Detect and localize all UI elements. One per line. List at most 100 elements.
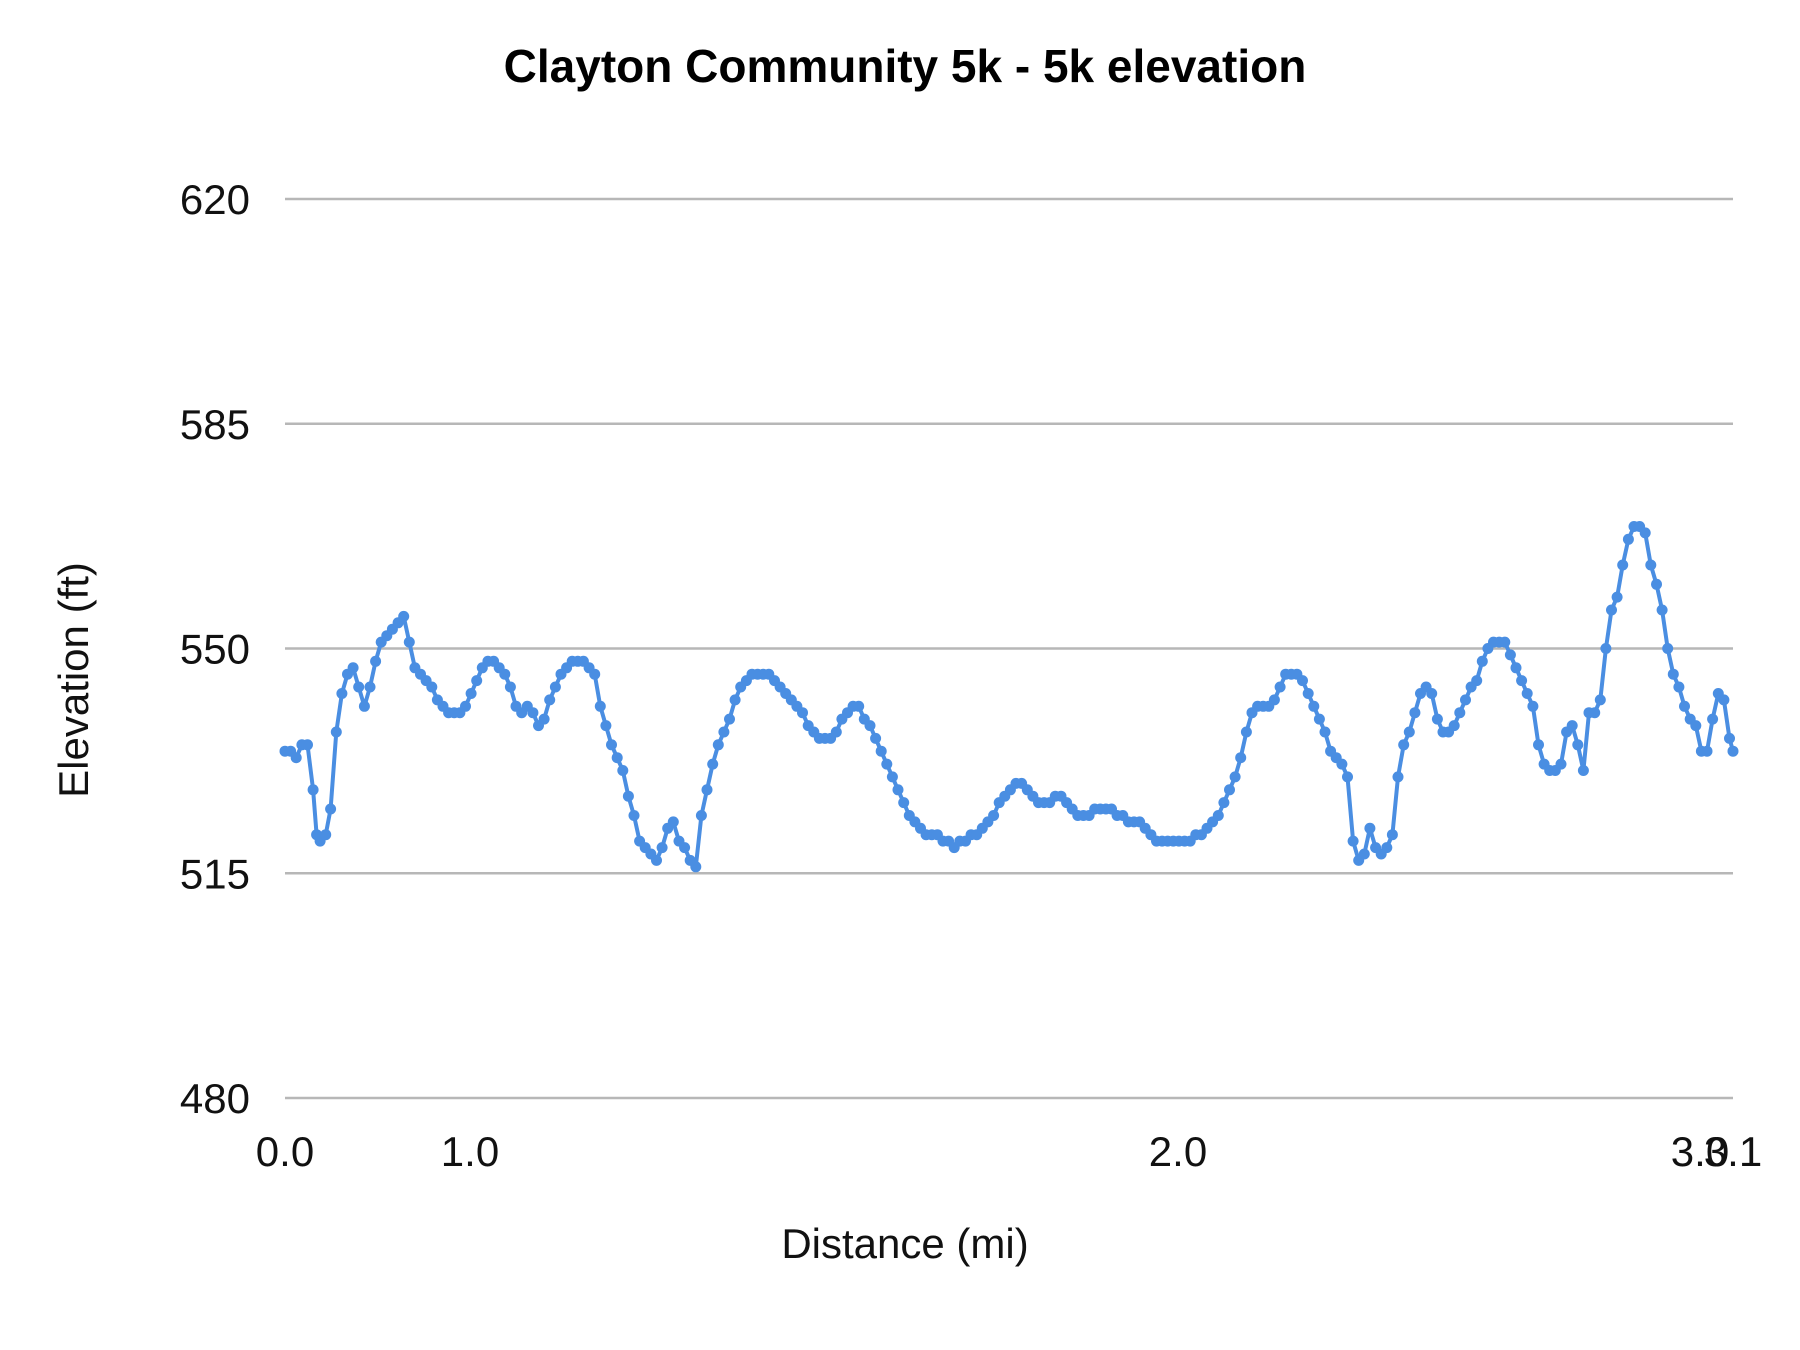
data-point (1600, 643, 1612, 654)
y-tick-label: 620 (180, 176, 250, 223)
data-point (544, 694, 556, 706)
data-point (1577, 765, 1589, 776)
data-point (426, 681, 438, 693)
data-point (611, 752, 623, 764)
data-point (724, 713, 735, 725)
data-point (1673, 681, 1685, 693)
data-point (1639, 527, 1651, 539)
data-point (1701, 745, 1713, 757)
data-point (712, 739, 724, 751)
data-point (1499, 636, 1511, 648)
data-point (1645, 559, 1657, 571)
x-tick-label: 0.0 (256, 1128, 314, 1175)
data-point (589, 668, 601, 680)
data-point (398, 610, 410, 622)
data-point (1510, 662, 1522, 674)
data-point (538, 713, 550, 725)
x-tick-label: 3.1 (1704, 1128, 1762, 1175)
data-point (336, 688, 348, 699)
data-point (988, 810, 1000, 821)
data-point (1667, 668, 1679, 680)
y-tick-label: 550 (180, 626, 250, 673)
elevation-series-line (283, 524, 1735, 869)
data-point (1308, 700, 1320, 712)
data-point (1229, 771, 1241, 783)
data-point (1566, 720, 1578, 732)
data-point (1727, 745, 1739, 757)
data-point (1718, 694, 1730, 706)
data-point (875, 745, 887, 757)
data-point (1724, 732, 1735, 744)
data-point (403, 636, 415, 648)
data-point (864, 720, 876, 732)
data-point (1555, 758, 1567, 770)
data-point (353, 681, 365, 693)
data-point (1606, 604, 1617, 616)
data-point (1651, 578, 1662, 590)
data-point (499, 668, 511, 680)
data-point (1504, 649, 1516, 661)
data-point (1386, 829, 1398, 841)
data-point (504, 681, 516, 693)
data-point (1319, 726, 1331, 738)
y-tick-label: 585 (180, 401, 250, 448)
x-tick-label: 2.0 (1149, 1128, 1207, 1175)
data-point (886, 771, 898, 783)
data-point (325, 803, 337, 815)
data-point (330, 726, 342, 738)
data-point (1516, 675, 1528, 687)
data-point (1527, 700, 1539, 712)
y-axis-label: Elevation (ft) (50, 562, 97, 798)
data-point (364, 681, 376, 693)
data-point (370, 655, 382, 667)
data-point (1381, 842, 1393, 854)
y-axis-ticks: 480 515 550 585 620 (180, 176, 250, 1122)
data-point (1224, 784, 1235, 796)
data-point (307, 784, 319, 796)
data-point (1622, 533, 1634, 545)
data-point (1297, 675, 1308, 687)
data-point (656, 842, 668, 854)
data-point (1594, 694, 1606, 706)
data-point (358, 700, 370, 712)
data-point (1707, 713, 1719, 725)
data-point (1398, 739, 1410, 751)
data-point (881, 758, 893, 770)
data-point (1336, 758, 1348, 770)
data-point (651, 854, 662, 866)
x-tick-label: 1.0 (441, 1128, 499, 1175)
data-point (797, 707, 808, 719)
data-point (1342, 771, 1353, 783)
data-point (1471, 675, 1483, 687)
data-point (465, 688, 477, 699)
data-point (718, 726, 730, 738)
data-point (695, 810, 707, 821)
x-tick-label: 3.0 (1671, 1128, 1729, 1175)
data-point (1268, 694, 1280, 706)
data-point (1392, 771, 1404, 783)
data-point (600, 720, 612, 732)
data-point (606, 739, 617, 751)
x-axis-label: Distance (mi) (781, 1220, 1028, 1267)
data-point (527, 707, 539, 719)
data-point (1589, 707, 1601, 719)
data-point (1572, 739, 1584, 751)
data-point (853, 700, 865, 712)
elevation-series (279, 521, 1739, 873)
chart-title: Clayton Community 5k - 5k elevation (504, 40, 1307, 92)
data-point (892, 784, 904, 796)
data-point (1662, 643, 1674, 654)
data-point (1460, 694, 1471, 706)
data-point (1476, 655, 1488, 667)
data-point (549, 681, 561, 693)
data-point (1454, 707, 1466, 719)
data-point (1679, 700, 1690, 712)
data-point (690, 861, 702, 873)
gridlines (285, 197, 1733, 1100)
y-tick-label: 515 (180, 850, 250, 897)
data-point (320, 829, 332, 841)
data-point (701, 784, 713, 796)
data-point (622, 790, 634, 802)
data-point (1656, 604, 1668, 616)
